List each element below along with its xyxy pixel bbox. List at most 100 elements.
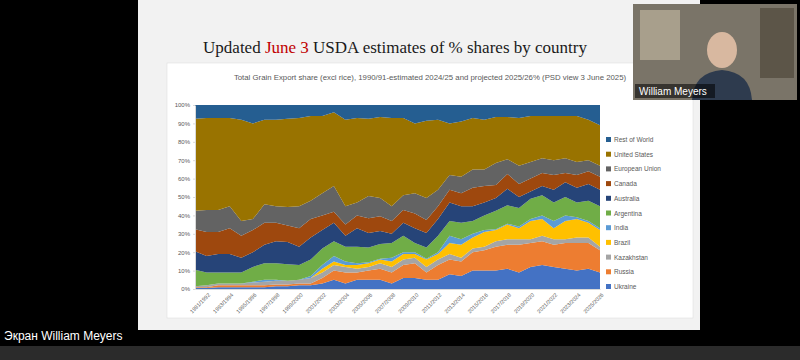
y-tick: 20% (178, 250, 195, 256)
x-tick: 2003/2004 (328, 289, 351, 314)
y-tick-label: 70% (178, 158, 191, 164)
x-tick: 2007/2008 (374, 289, 397, 314)
y-tick: 100% (175, 102, 195, 108)
y-tick: 10% (178, 268, 195, 274)
x-tick-label: 2005/2006 (351, 292, 374, 315)
legend-swatch (606, 152, 611, 157)
legend-swatch (606, 269, 611, 274)
area-series (195, 112, 600, 221)
video-frame (633, 4, 797, 100)
x-axis-line (196, 289, 601, 290)
speaker-head (707, 32, 737, 68)
background (0, 0, 800, 360)
y-tick-mark (193, 289, 195, 290)
slide-title-part: USDA estimates of % shares by country (309, 38, 588, 57)
x-tick-label: 2009/2010 (397, 292, 420, 315)
y-tick: 30% (178, 231, 195, 237)
y-tick-mark (193, 160, 195, 161)
legend-label: India (614, 224, 628, 231)
video-thumbnail: William Meyers (633, 4, 797, 100)
x-tick: 1999/2000 (281, 289, 304, 314)
x-tick-label: 2001/2002 (304, 292, 327, 315)
legend-swatch (606, 240, 611, 245)
y-tick-mark (193, 234, 195, 235)
legend-swatch (606, 225, 611, 230)
x-tick: 2001/2002 (304, 289, 327, 314)
y-tick-mark (193, 179, 195, 180)
x-tick: 2017/2018 (490, 289, 513, 314)
screen: Updated June 3 USDA estimates of % share… (0, 0, 800, 360)
x-tick: 2015/2016 (466, 289, 489, 314)
legend-label: United States (614, 151, 654, 158)
legend-swatch (606, 181, 611, 186)
x-tick-label: 1999/2000 (281, 292, 304, 315)
y-tick-label: 10% (178, 268, 191, 274)
x-tick: 1995/1996 (235, 289, 258, 314)
shelf (760, 8, 794, 78)
x-tick-label: 2015/2016 (466, 292, 489, 315)
x-tick: 2013/2014 (443, 289, 466, 314)
y-tick-label: 90% (178, 121, 191, 127)
slide-title-highlight: June 3 (265, 38, 309, 57)
y-tick-label: 50% (178, 194, 191, 200)
legend-label: Canada (614, 180, 637, 187)
y-tick-mark (193, 252, 195, 253)
y-tick: 80% (178, 139, 195, 145)
x-tick-label: 2019/2020 (513, 292, 536, 315)
y-tick-mark (193, 142, 195, 143)
y-tick-mark (193, 123, 195, 124)
legend-swatch (606, 284, 611, 289)
x-tick: 1997/1998 (258, 289, 281, 314)
y-tick-label: 60% (178, 176, 191, 182)
x-tick-label: 2007/2008 (374, 292, 397, 315)
legend-label: Brazil (614, 239, 631, 246)
x-tick-label: 1993/1994 (212, 292, 235, 315)
speaker-name: William Meyers (639, 86, 707, 97)
y-tick: 0% (181, 286, 195, 292)
y-tick-label: 20% (178, 250, 191, 256)
legend-swatch (606, 137, 611, 142)
y-tick-label: 80% (178, 139, 191, 145)
y-tick: 60% (178, 176, 195, 182)
legend-label: Ukraine (614, 283, 637, 290)
screen-label: Экран William Meyers (4, 329, 123, 343)
y-axis: 0% 10% 20% 30% 40% 50% 60% 70% 80% 90% 100% (175, 102, 196, 292)
bottom-bar (0, 346, 800, 360)
x-tick-label: 2013/2014 (443, 292, 466, 315)
x-tick: 2023/2024 (559, 289, 582, 314)
x-tick-label: 2025/2026 (582, 292, 605, 315)
y-tick-mark (193, 215, 195, 216)
y-tick-label: 30% (178, 231, 191, 237)
x-tick-label: 1997/1998 (258, 292, 281, 315)
x-tick: 2009/2010 (397, 289, 420, 314)
x-tick: 2011/2012 (420, 289, 442, 314)
slide (138, 0, 700, 330)
legend-swatch (606, 255, 611, 260)
chart-title: Total Grain Export share (excl rice), 19… (234, 73, 627, 82)
legend-label: Rest of World (614, 136, 654, 143)
x-tick: 2019/2020 (513, 289, 536, 314)
y-tick-mark (193, 197, 195, 198)
legend-swatch (606, 196, 611, 201)
y-tick: 70% (178, 158, 195, 164)
x-tick: 2021/2022 (536, 289, 559, 314)
y-tick-mark (193, 271, 195, 272)
chart-box (167, 63, 693, 318)
x-tick-label: 2003/2004 (328, 292, 351, 315)
y-tick-label: 0% (181, 286, 190, 292)
x-tick-label: 2011/2012 (420, 292, 442, 314)
legend-swatch (606, 166, 611, 171)
x-tick-label: 2017/2018 (490, 292, 513, 315)
x-tick: 2005/2006 (351, 289, 374, 314)
name-badge (635, 84, 715, 98)
x-tick-label: 1991/1992 (189, 292, 212, 315)
y-tick-mark (193, 105, 195, 106)
x-tick: 2025/2026 (582, 289, 605, 314)
x-tick-label: 2021/2022 (536, 292, 559, 315)
legend-label: Russia (614, 268, 634, 275)
legend: Rest of WorldUnited StatesEuropean Union… (606, 136, 661, 290)
y-tick: 50% (178, 194, 195, 200)
x-axis: 1991/19921993/19941995/19961997/19981999… (189, 289, 605, 314)
y-tick: 40% (178, 213, 195, 219)
area-series (195, 105, 600, 125)
